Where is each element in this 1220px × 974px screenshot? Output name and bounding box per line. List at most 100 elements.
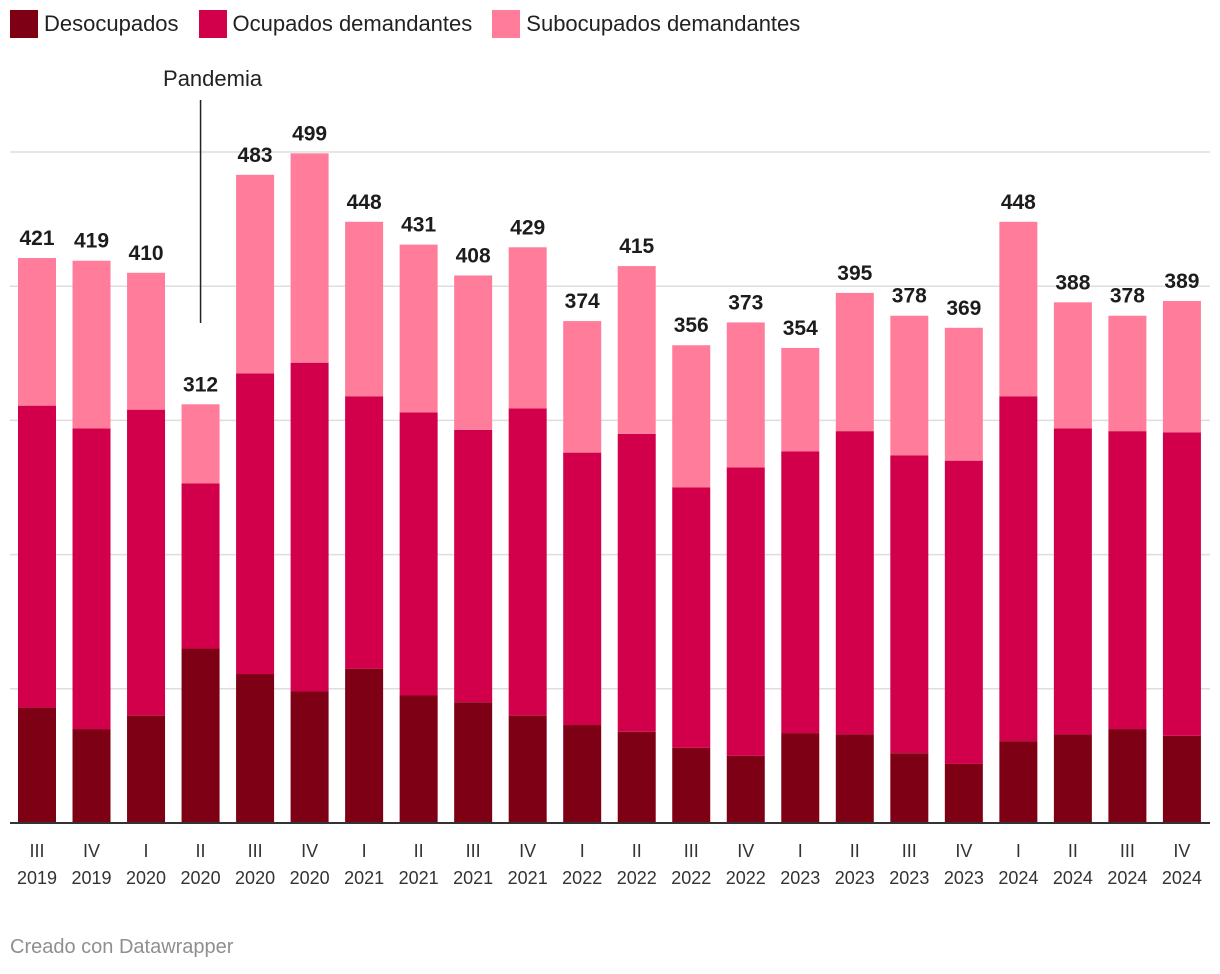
x-tick-year: 2021 [508,868,548,888]
legend-label-desocupados: Desocupados [44,11,179,36]
bar-segment-ocupados-demandantes [290,362,329,692]
bar-total-label: 408 [456,244,491,267]
x-tick-quarter: I [144,841,149,861]
x-tick-quarter: IV [519,841,536,861]
x-tick-year: 2020 [181,868,221,888]
bar-segment-desocupados [1108,729,1147,823]
x-tick-quarter: III [248,841,263,861]
bar-segment-ocupados-demandantes [1162,432,1201,736]
bar-segment-desocupados [1053,734,1092,823]
bar-segment-ocupados-demandantes [781,451,820,734]
x-tick-quarter: IV [301,841,318,861]
legend-swatch-desocupados [10,10,38,38]
bar-segment-ocupados-demandantes [1053,428,1092,735]
bar-segment-ocupados-demandantes [72,428,111,730]
bar-segment-ocupados-demandantes [508,408,547,716]
chart-legend: Desocupados Ocupados demandantes Subocup… [10,10,800,38]
x-tick-quarter: III [1120,841,1135,861]
bar-segment-subocupados-demandantes [944,327,983,461]
bar-segment-desocupados [399,695,438,823]
bar-segment-subocupados-demandantes [290,153,329,363]
bar-total-label: 499 [292,122,327,145]
x-tick-quarter: IV [737,841,754,861]
bar-total-label: 369 [946,297,981,320]
bar-segment-subocupados-demandantes [399,244,438,413]
bar-segment-subocupados-demandantes [18,258,56,406]
x-tick-year: 2022 [562,868,602,888]
bar-segment-subocupados-demandantes [454,275,493,430]
bar-segment-ocupados-demandantes [944,460,983,764]
bar-segment-subocupados-demandantes [127,272,166,410]
x-tick-quarter: III [466,841,481,861]
bar-total-label: 312 [183,373,218,396]
x-tick-quarter: I [1016,841,1021,861]
bar-total-label: 410 [129,242,164,265]
bar-segment-desocupados [672,747,711,823]
bar-segment-subocupados-demandantes [563,321,602,453]
bar-segment-subocupados-demandantes [236,174,275,374]
bar-total-label: 421 [19,227,54,250]
bar-segment-subocupados-demandantes [726,322,765,468]
bar-segment-desocupados [508,715,547,823]
x-tick-year: 2023 [780,868,820,888]
bar-segment-ocupados-demandantes [1108,431,1147,730]
x-tick-year: 2020 [290,868,330,888]
bar-segment-desocupados [617,731,656,823]
x-tick-year: 2019 [17,868,57,888]
legend-label-ocupados-demandantes: Ocupados demandantes [232,11,473,36]
bar-segment-desocupados [1162,735,1201,823]
x-tick-quarter: III [902,841,917,861]
bar-segment-ocupados-demandantes [617,433,656,732]
bar-segment-subocupados-demandantes [181,404,220,484]
x-tick-year: 2022 [726,868,766,888]
bar-segment-subocupados-demandantes [781,347,820,452]
x-tick-year: 2020 [126,868,166,888]
x-tick-quarter: II [1068,841,1078,861]
x-tick-year: 2024 [1162,868,1202,888]
x-tick-year: 2024 [1107,868,1147,888]
credit-footer[interactable]: Creado con Datawrapper [10,936,234,958]
x-tick-year: 2021 [453,868,493,888]
x-tick-quarter: IV [955,841,972,861]
x-tick-year: 2024 [998,868,1038,888]
x-tick-year: 2021 [344,868,384,888]
legend-item-ocupados-demandantes: Ocupados demandantes [198,10,473,38]
bar-total-label: 389 [1164,270,1199,293]
bar-segment-desocupados [181,648,220,823]
bar-segment-desocupados [345,668,384,823]
x-tick-year: 2024 [1053,868,1093,888]
bar-segment-subocupados-demandantes [835,292,874,432]
x-tick-quarter: II [414,841,424,861]
bar-segment-desocupados [563,725,602,823]
x-tick-quarter: II [196,841,206,861]
bar-segment-ocupados-demandantes [18,405,56,708]
bar-segment-subocupados-demandantes [1162,300,1201,433]
bar-segment-subocupados-demandantes [890,315,929,456]
bar-total-label: 356 [674,314,709,337]
bar-segment-subocupados-demandantes [72,260,111,429]
bar-segment-desocupados [290,691,329,823]
bar-segment-subocupados-demandantes [617,266,656,434]
x-tick-quarter: II [850,841,860,861]
x-tick-quarter: III [29,841,44,861]
x-tick-year: 2023 [889,868,929,888]
x-tick-year: 2023 [835,868,875,888]
x-tick-year: 2023 [944,868,984,888]
x-tick-quarter: I [580,841,585,861]
x-tick-year: 2021 [399,868,439,888]
x-tick-quarter: I [798,841,803,861]
bar-segment-desocupados [944,763,983,823]
bar-segment-subocupados-demandantes [999,221,1038,397]
bar-segment-desocupados [835,734,874,823]
bar-segment-desocupados [18,707,56,823]
bar-total-label: 448 [347,191,382,214]
bar-segment-ocupados-demandantes [399,412,438,696]
bar-segment-ocupados-demandantes [835,431,874,735]
bar-segment-ocupados-demandantes [345,396,384,669]
x-tick-year: 2022 [617,868,657,888]
bar-segment-desocupados [781,733,820,823]
bar-segment-ocupados-demandantes [999,396,1038,742]
bar-segment-ocupados-demandantes [563,452,602,726]
bar-total-label: 429 [510,216,545,239]
